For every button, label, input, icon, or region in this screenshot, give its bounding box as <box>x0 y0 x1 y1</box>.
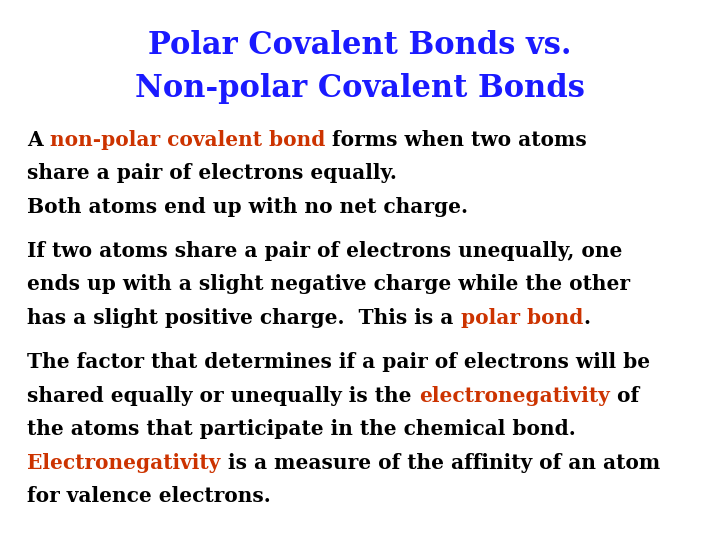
Text: A: A <box>27 130 50 150</box>
Text: Polar Covalent Bonds vs.: Polar Covalent Bonds vs. <box>148 30 572 60</box>
Text: If two atoms share a pair of electrons unequally, one: If two atoms share a pair of electrons u… <box>27 241 623 261</box>
Text: forms when two atoms: forms when two atoms <box>325 130 587 150</box>
Text: of: of <box>610 386 639 406</box>
Text: share a pair of electrons equally.: share a pair of electrons equally. <box>27 163 397 183</box>
Text: the atoms that participate in the chemical bond.: the atoms that participate in the chemic… <box>27 419 576 439</box>
Text: is a measure of the affinity of an atom: is a measure of the affinity of an atom <box>220 453 660 472</box>
Text: The factor that determines if a pair of electrons will be: The factor that determines if a pair of … <box>27 352 650 372</box>
Text: ends up with a slight negative charge while the other: ends up with a slight negative charge wh… <box>27 274 631 294</box>
Text: for valence electrons.: for valence electrons. <box>27 486 271 506</box>
Text: Non-polar Covalent Bonds: Non-polar Covalent Bonds <box>135 73 585 104</box>
Text: polar bond: polar bond <box>461 308 583 328</box>
Text: has a slight positive charge.  This is a: has a slight positive charge. This is a <box>27 308 461 328</box>
Text: shared equally or unequally is the: shared equally or unequally is the <box>27 386 419 406</box>
Text: electronegativity: electronegativity <box>419 386 610 406</box>
Text: non-polar covalent bond: non-polar covalent bond <box>50 130 325 150</box>
Text: Both atoms end up with no net charge.: Both atoms end up with no net charge. <box>27 197 469 217</box>
Text: Electronegativity: Electronegativity <box>27 453 220 472</box>
Text: .: . <box>583 308 590 328</box>
